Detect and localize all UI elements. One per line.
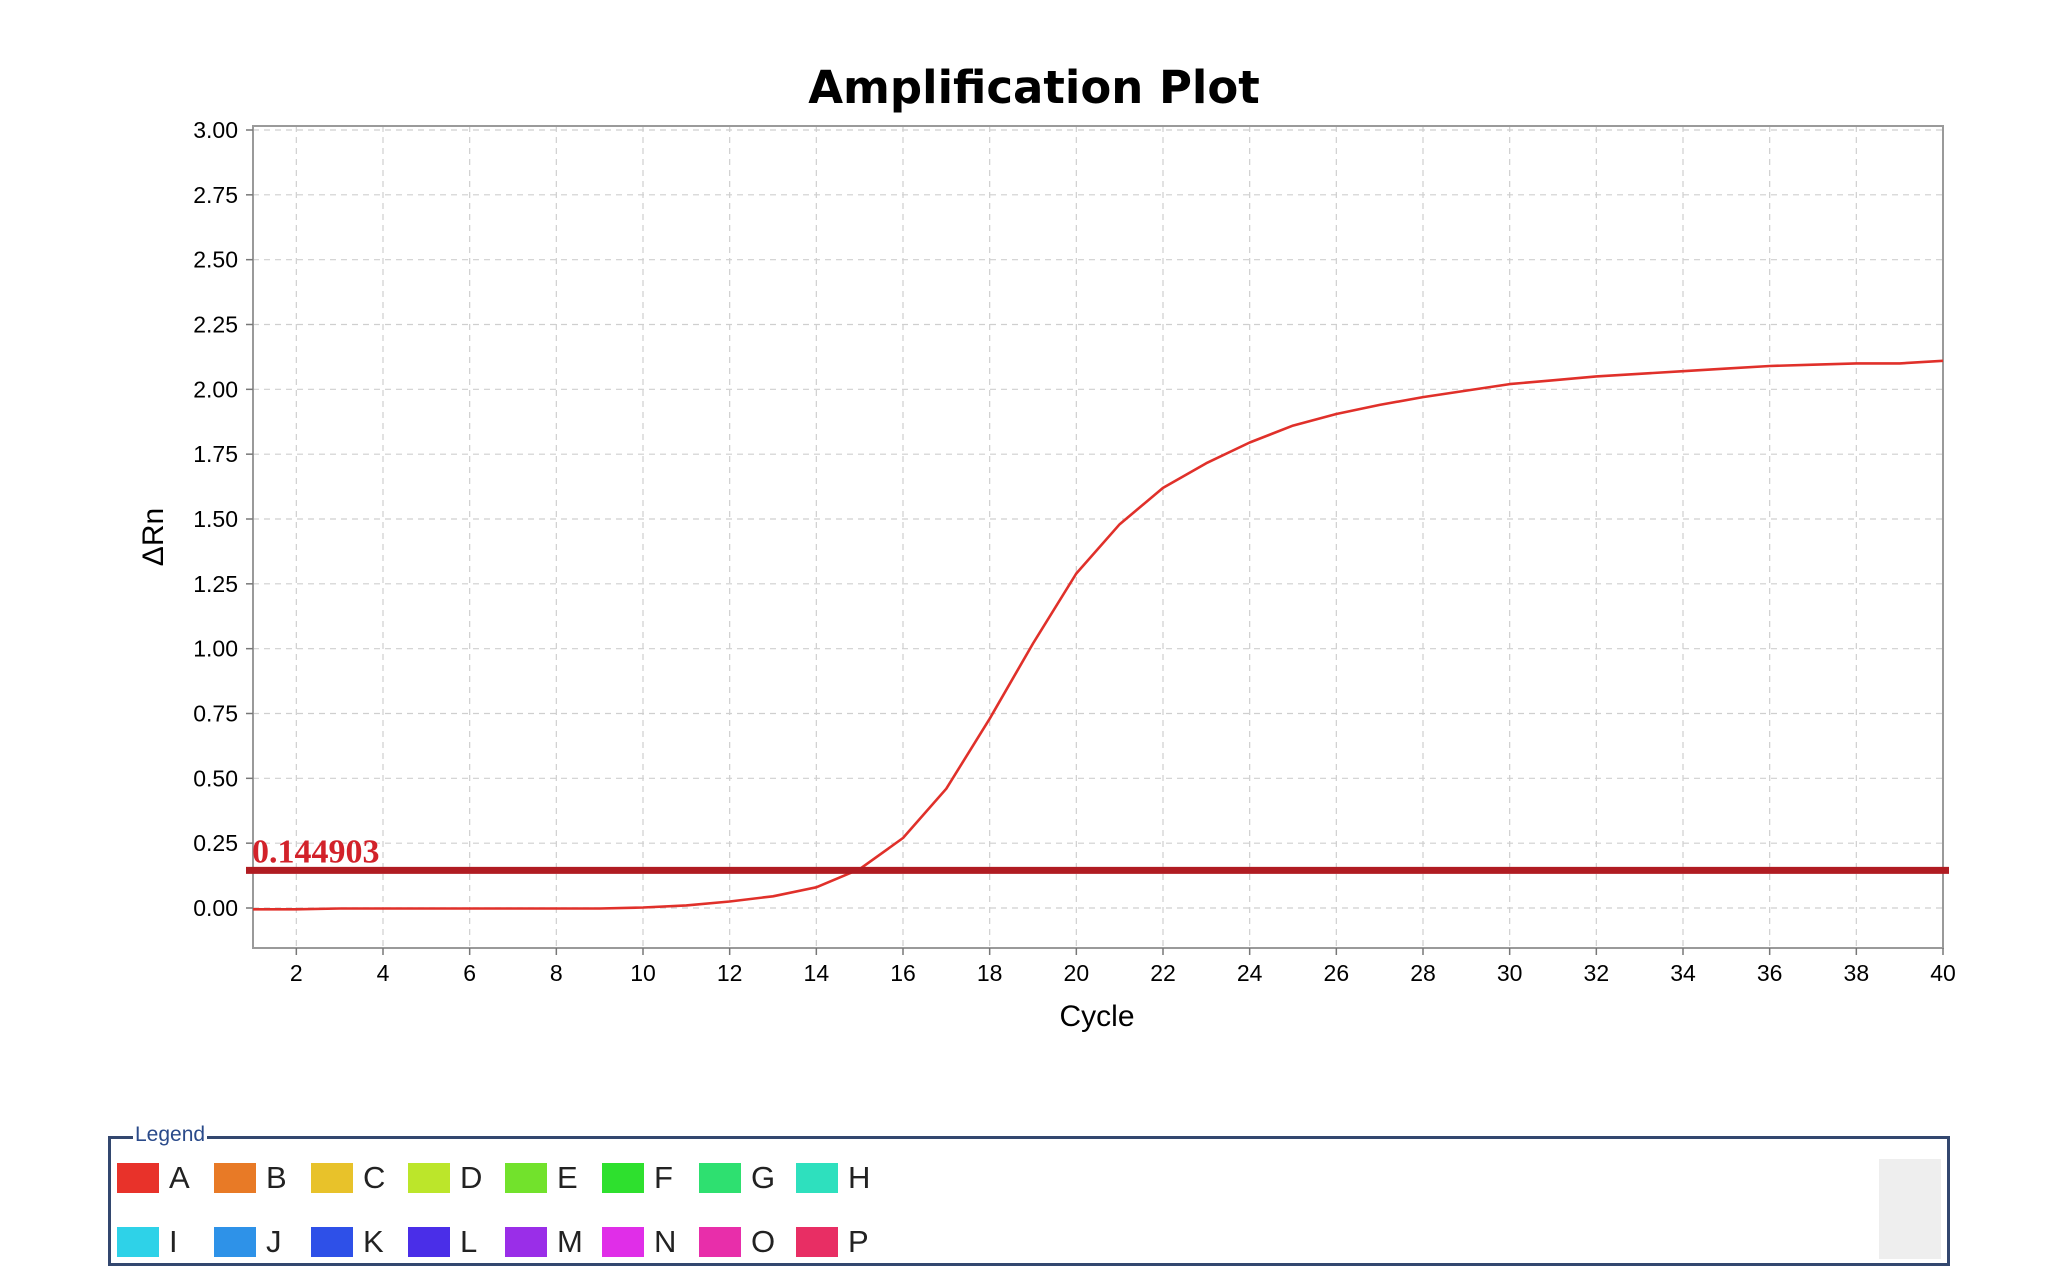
legend-swatch — [699, 1163, 741, 1193]
legend-items: A B C D E F G H I J K L M N O P — [117, 1157, 917, 1263]
legend-item-f[interactable]: F — [602, 1157, 699, 1199]
y-tick-label: 1.50 — [193, 506, 238, 532]
amplification-chart: Amplification Plot 0.00 0.25 0.50 0.75 1.00 1… — [137, 61, 1956, 1033]
legend-swatch — [796, 1227, 838, 1257]
legend-item-k[interactable]: K — [311, 1221, 408, 1263]
legend-swatch — [214, 1227, 256, 1257]
legend-item-h[interactable]: H — [796, 1157, 893, 1199]
legend-label: P — [848, 1224, 869, 1259]
x-tick-label: 38 — [1844, 960, 1870, 986]
legend-swatch — [408, 1227, 450, 1257]
x-tick-label: 2 — [290, 960, 303, 986]
y-tick-label: 0.00 — [193, 895, 238, 921]
y-axis-ticks: 0.00 0.25 0.50 0.75 1.00 1.25 1.50 1.75 2.00 2.25… — [193, 117, 253, 921]
x-tick-label: 28 — [1410, 960, 1436, 986]
legend-item-b[interactable]: B — [214, 1157, 311, 1199]
x-tick-label: 8 — [550, 960, 563, 986]
x-tick-label: 32 — [1584, 960, 1610, 986]
y-tick-label: 0.75 — [193, 701, 238, 727]
legend-item-o[interactable]: O — [699, 1221, 796, 1263]
y-tick-label: 3.00 — [193, 117, 238, 143]
legend-label: E — [557, 1160, 578, 1195]
x-tick-label: 22 — [1150, 960, 1176, 986]
legend-item-p[interactable]: P — [796, 1221, 893, 1263]
legend-label: N — [654, 1224, 677, 1259]
legend-swatch — [311, 1227, 353, 1257]
legend-item-m[interactable]: M — [505, 1221, 602, 1263]
y-tick-label: 2.00 — [193, 376, 238, 402]
y-tick-label: 1.25 — [193, 571, 238, 597]
y-tick-label: 0.25 — [193, 830, 238, 856]
x-tick-label: 16 — [890, 960, 916, 986]
legend-label: K — [363, 1224, 384, 1259]
series-line-a — [253, 359, 1944, 911]
legend-item-j[interactable]: J — [214, 1221, 311, 1263]
legend-item-c[interactable]: C — [311, 1157, 408, 1199]
series-layer — [253, 359, 1944, 911]
x-tick-label: 34 — [1670, 960, 1696, 986]
x-axis-ticks: 2 4 6 8 10 12 14 16 18 20 22 24 26 28 30 32 34 36 38 40 — [290, 948, 1956, 986]
x-tick-label: 18 — [977, 960, 1003, 986]
legend-item-a[interactable]: A — [117, 1157, 214, 1199]
legend-scrollbar[interactable] — [1879, 1159, 1941, 1259]
x-axis-label: Cycle — [1059, 1000, 1134, 1033]
legend-swatch — [214, 1163, 256, 1193]
x-tick-label: 30 — [1497, 960, 1523, 986]
legend-label: F — [654, 1160, 673, 1195]
legend-panel: Legend A B C D E F G H I J K L M N O P — [108, 1123, 1950, 1266]
y-tick-label: 2.75 — [193, 182, 238, 208]
plot-area-border — [252, 125, 1944, 949]
legend-swatch — [311, 1163, 353, 1193]
y-tick-label: 2.50 — [193, 247, 238, 273]
legend-swatch — [699, 1227, 741, 1257]
x-tick-label: 12 — [717, 960, 743, 986]
legend-label: O — [751, 1224, 776, 1259]
y-tick-label: 2.25 — [193, 312, 238, 338]
legend-swatch — [117, 1227, 159, 1257]
legend-label: B — [266, 1160, 287, 1195]
legend-swatch — [602, 1227, 644, 1257]
legend-swatch — [796, 1163, 838, 1193]
legend-label: C — [363, 1160, 386, 1195]
y-tick-label: 1.00 — [193, 636, 238, 662]
y-tick-label: 0.50 — [193, 765, 238, 791]
legend-label: H — [848, 1160, 871, 1195]
legend-item-e[interactable]: E — [505, 1157, 602, 1199]
legend-label: M — [557, 1224, 583, 1259]
legend-item-g[interactable]: G — [699, 1157, 796, 1199]
legend-swatch — [505, 1163, 547, 1193]
legend-label: I — [169, 1224, 178, 1259]
legend-swatch — [505, 1227, 547, 1257]
legend-swatch — [408, 1163, 450, 1193]
legend-item-d[interactable]: D — [408, 1157, 505, 1199]
legend-title: Legend — [133, 1123, 208, 1147]
x-tick-label: 26 — [1324, 960, 1350, 986]
legend-label: L — [460, 1224, 478, 1259]
y-axis-label: ΔRn — [137, 508, 170, 566]
legend-swatch — [602, 1163, 644, 1193]
x-tick-label: 10 — [630, 960, 656, 986]
threshold-layer: 0.144903 — [246, 833, 1949, 874]
x-tick-label: 24 — [1237, 960, 1263, 986]
legend-label: J — [266, 1224, 282, 1259]
grid-lines — [253, 126, 1944, 948]
legend-swatch — [117, 1163, 159, 1193]
y-tick-label: 1.75 — [193, 441, 238, 467]
x-tick-label: 6 — [463, 960, 476, 986]
legend-item-n[interactable]: N — [602, 1221, 699, 1263]
chart-title: Amplification Plot — [808, 61, 1260, 114]
x-tick-label: 36 — [1757, 960, 1783, 986]
legend-label: G — [751, 1160, 776, 1195]
x-tick-label: 20 — [1064, 960, 1090, 986]
legend-label: D — [460, 1160, 483, 1195]
legend-item-l[interactable]: L — [408, 1221, 505, 1263]
threshold-value-label: 0.144903 — [252, 833, 380, 870]
legend-label: A — [169, 1160, 190, 1195]
x-tick-label: 40 — [1930, 960, 1956, 986]
legend-item-i[interactable]: I — [117, 1221, 214, 1263]
x-tick-label: 4 — [377, 960, 390, 986]
x-tick-label: 14 — [804, 960, 830, 986]
